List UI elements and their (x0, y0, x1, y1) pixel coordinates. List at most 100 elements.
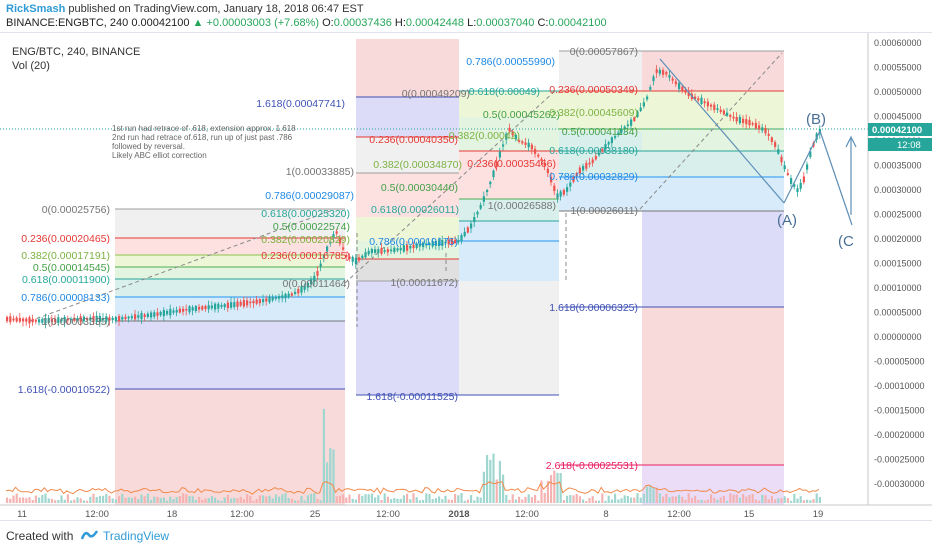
candle-body (332, 234, 335, 239)
volume-bar (146, 493, 149, 503)
volume-bar (486, 455, 489, 503)
volume-bar (338, 495, 341, 503)
candle-body (287, 293, 290, 298)
countdown-tag (868, 138, 932, 151)
candle-body (441, 239, 444, 246)
volume-bar (25, 498, 28, 503)
candle-body (105, 316, 108, 322)
time-tick-label: 15 (744, 509, 755, 520)
volume-bar (34, 495, 37, 503)
volume-bar (559, 473, 562, 503)
price-tick-label: 0.00060000 (874, 38, 922, 48)
volume-bar (665, 493, 668, 503)
price-candles[interactable] (6, 65, 821, 329)
candle-body (60, 318, 63, 322)
candle-body (524, 142, 527, 145)
volume-bar (556, 472, 559, 503)
candle-body (402, 245, 405, 252)
price-tick-label: -0.00030000 (874, 479, 925, 489)
volume-bar (79, 498, 82, 503)
fib-label: 0.382(0.00020829) (261, 234, 350, 246)
candle-body (706, 101, 709, 107)
volume-bar (175, 497, 178, 503)
candle-body (646, 96, 649, 100)
candle-body (70, 318, 73, 321)
candle-body (553, 185, 556, 192)
volume-bar (354, 499, 357, 503)
candle-body (255, 299, 258, 304)
volume-bar (191, 496, 194, 503)
candle-body (383, 250, 386, 252)
volume-bar (66, 494, 69, 503)
price-chart[interactable]: (A) (B) (C ENG/BTC, 240, BINANCE Vol (20… (0, 32, 932, 521)
published-text: published on TradingView.com, January 18… (68, 3, 364, 15)
time-axis[interactable]: 11 12:00 18 12:00 25 12:00 2018 12:00 8 12:00 15 19 (0, 504, 932, 520)
volume-bar (230, 498, 233, 503)
volume-bar (306, 495, 309, 503)
candle-body (12, 318, 15, 321)
tradingview-brand[interactable]: TradingView (103, 529, 170, 543)
candle-body (377, 249, 380, 253)
volume-bar (105, 493, 108, 503)
candle-body (460, 235, 463, 241)
candle-body (610, 137, 613, 144)
candle-body (406, 244, 409, 251)
candle-body (799, 182, 802, 189)
fib-label: 0.618(0.00025320) (261, 208, 350, 220)
created-with-label: Created with (6, 529, 74, 543)
price-axis[interactable]: 0.00060000 0.00055000 0.00050000 0.00045000… (867, 33, 932, 505)
open-value: 0.00037436 (333, 17, 392, 29)
price-tick-label: 0.00015000 (874, 259, 922, 269)
candle-body (518, 140, 521, 142)
volume-bar (527, 494, 530, 503)
volume-bar (367, 494, 370, 503)
volume-bar (658, 493, 661, 503)
volume-bar (806, 499, 809, 503)
candle-body (502, 144, 505, 147)
candle-body (342, 247, 345, 250)
candle-body (44, 318, 47, 324)
volume-bar (598, 500, 601, 503)
candle-body (550, 176, 553, 183)
volume-bar (726, 500, 729, 503)
candle-body (230, 302, 233, 308)
volume-bar (684, 499, 687, 503)
volume-bar (463, 500, 466, 503)
volume-bar (438, 496, 441, 503)
note-line-1: 1st run had retrace of .618, extension a… (112, 124, 296, 133)
volume-bar (546, 480, 549, 503)
candle-body (354, 257, 357, 265)
volume-bar (668, 497, 671, 503)
fib-label: 0(0.00057867) (570, 46, 638, 58)
candle-body (537, 154, 540, 157)
volume-bar (678, 494, 681, 503)
candle-body (626, 124, 629, 127)
volume-bar (377, 495, 380, 503)
volume-bar (47, 498, 50, 503)
volume-bar (649, 485, 652, 503)
volume-bar (514, 499, 517, 503)
volume-bar (716, 499, 719, 503)
tradingview-logo-icon[interactable] (80, 528, 100, 542)
fib-label: 1(0.00026588) (488, 200, 556, 212)
volume-bar (185, 494, 188, 503)
candle-body (591, 159, 594, 164)
candle-body (732, 116, 735, 119)
candle-body (89, 317, 92, 321)
fib-level-lines (115, 50, 784, 466)
time-tick-label: 12:00 (667, 509, 691, 520)
candle-body (153, 312, 156, 317)
volume-bar (169, 496, 172, 503)
fib-label: 0.786(0.00019175) (369, 236, 458, 248)
candle-body (729, 114, 732, 117)
volume-bar (710, 494, 713, 503)
candle-body (66, 318, 69, 321)
volume-bar (252, 500, 255, 503)
volume-bar (329, 448, 332, 503)
author-name[interactable]: RickSmash (6, 3, 66, 15)
volume-bar (108, 495, 111, 503)
candle-body (466, 227, 469, 233)
volume-bar (521, 499, 524, 503)
candle-body (607, 142, 610, 145)
candle-body (393, 247, 396, 253)
